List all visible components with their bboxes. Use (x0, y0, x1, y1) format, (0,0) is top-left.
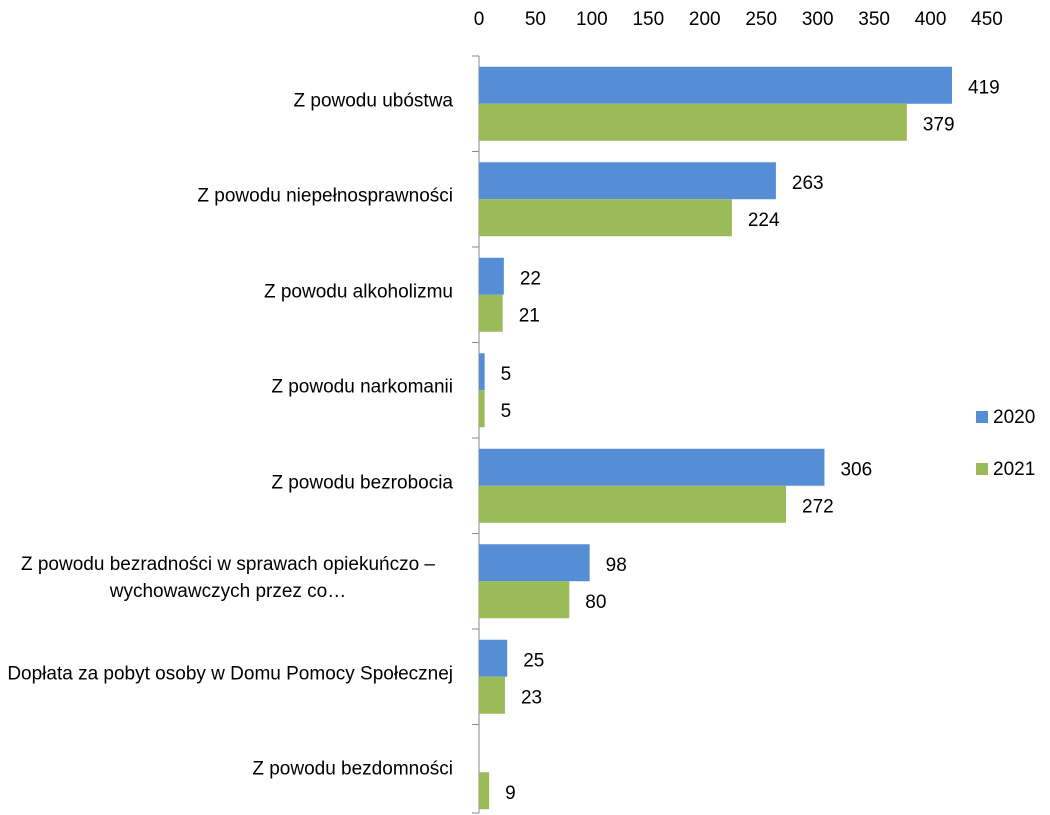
data-label: 224 (748, 210, 780, 231)
category-text: Z powodu bezrobocia (271, 472, 453, 494)
bar (479, 485, 787, 523)
data-label: 98 (606, 555, 627, 576)
data-label: 5 (501, 364, 512, 385)
x-tick-label: 100 (576, 9, 608, 30)
bar (479, 257, 504, 295)
data-label: 9 (505, 783, 516, 804)
legend-swatch (976, 411, 988, 423)
category-text: Z powodu narkomanii (271, 376, 453, 398)
bar (479, 353, 485, 391)
y-tick-label: Z powodu narkomanii (3, 374, 453, 401)
x-tick-label: 450 (971, 9, 1003, 30)
y-tick-label: Dopłata za pobyt osoby w Domu Pomocy Spo… (3, 660, 453, 687)
bar (479, 294, 503, 332)
category-text: Dopłata za pobyt osoby w Domu Pomocy Spo… (7, 663, 453, 685)
x-tick-label: 350 (858, 9, 890, 30)
data-label: 22 (520, 268, 541, 289)
y-tick-label: Z powodu bezdomności (3, 756, 453, 783)
data-label: 5 (501, 401, 512, 422)
legend-label: 2020 (993, 407, 1035, 428)
data-label: 272 (802, 496, 834, 517)
x-tick-label: 250 (745, 9, 777, 30)
bar (479, 199, 732, 237)
data-label: 306 (840, 459, 872, 480)
x-tick-label: 150 (632, 9, 664, 30)
bar (479, 66, 953, 104)
data-label: 25 (523, 650, 544, 671)
bar (479, 390, 485, 428)
bar (479, 544, 590, 582)
x-tick-label: 300 (802, 9, 834, 30)
bar (479, 103, 907, 141)
data-label: 379 (923, 114, 955, 135)
legend-swatch (976, 463, 988, 475)
y-tick-label: Z powodu niepełnosprawności (3, 183, 453, 210)
bar (479, 581, 570, 619)
data-label: 419 (968, 77, 1000, 98)
bar (479, 639, 508, 677)
bar (479, 448, 825, 486)
bar (479, 162, 776, 200)
x-tick-label: 50 (525, 9, 546, 30)
data-label: 21 (519, 305, 540, 326)
legend-label: 2021 (993, 459, 1035, 480)
bar (479, 676, 505, 714)
category-text: Z powodu bezdomności (252, 758, 453, 780)
category-text: Z powodu niepełnosprawności (197, 185, 453, 207)
data-label: 80 (585, 592, 606, 613)
data-label: 23 (521, 687, 542, 708)
data-label: 263 (792, 173, 824, 194)
y-tick-label: Z powodu ubóstwa (3, 87, 454, 114)
category-text: Z powodu bezradności w sprawach opiekuńc… (20, 554, 435, 603)
y-tick-label: Z powodu bezradności w sprawach opiekuńc… (3, 551, 453, 605)
bar (479, 772, 490, 810)
category-text: Z powodu ubóstwa (293, 90, 454, 112)
y-tick-label: Z powodu bezrobocia (3, 469, 453, 496)
category-text: Z powodu alkoholizmu (263, 281, 453, 303)
x-tick-label: 200 (689, 9, 721, 30)
x-tick-label: 400 (915, 9, 947, 30)
y-tick-label: Z powodu alkoholizmu (3, 278, 453, 305)
x-tick-label: 0 (474, 9, 485, 30)
